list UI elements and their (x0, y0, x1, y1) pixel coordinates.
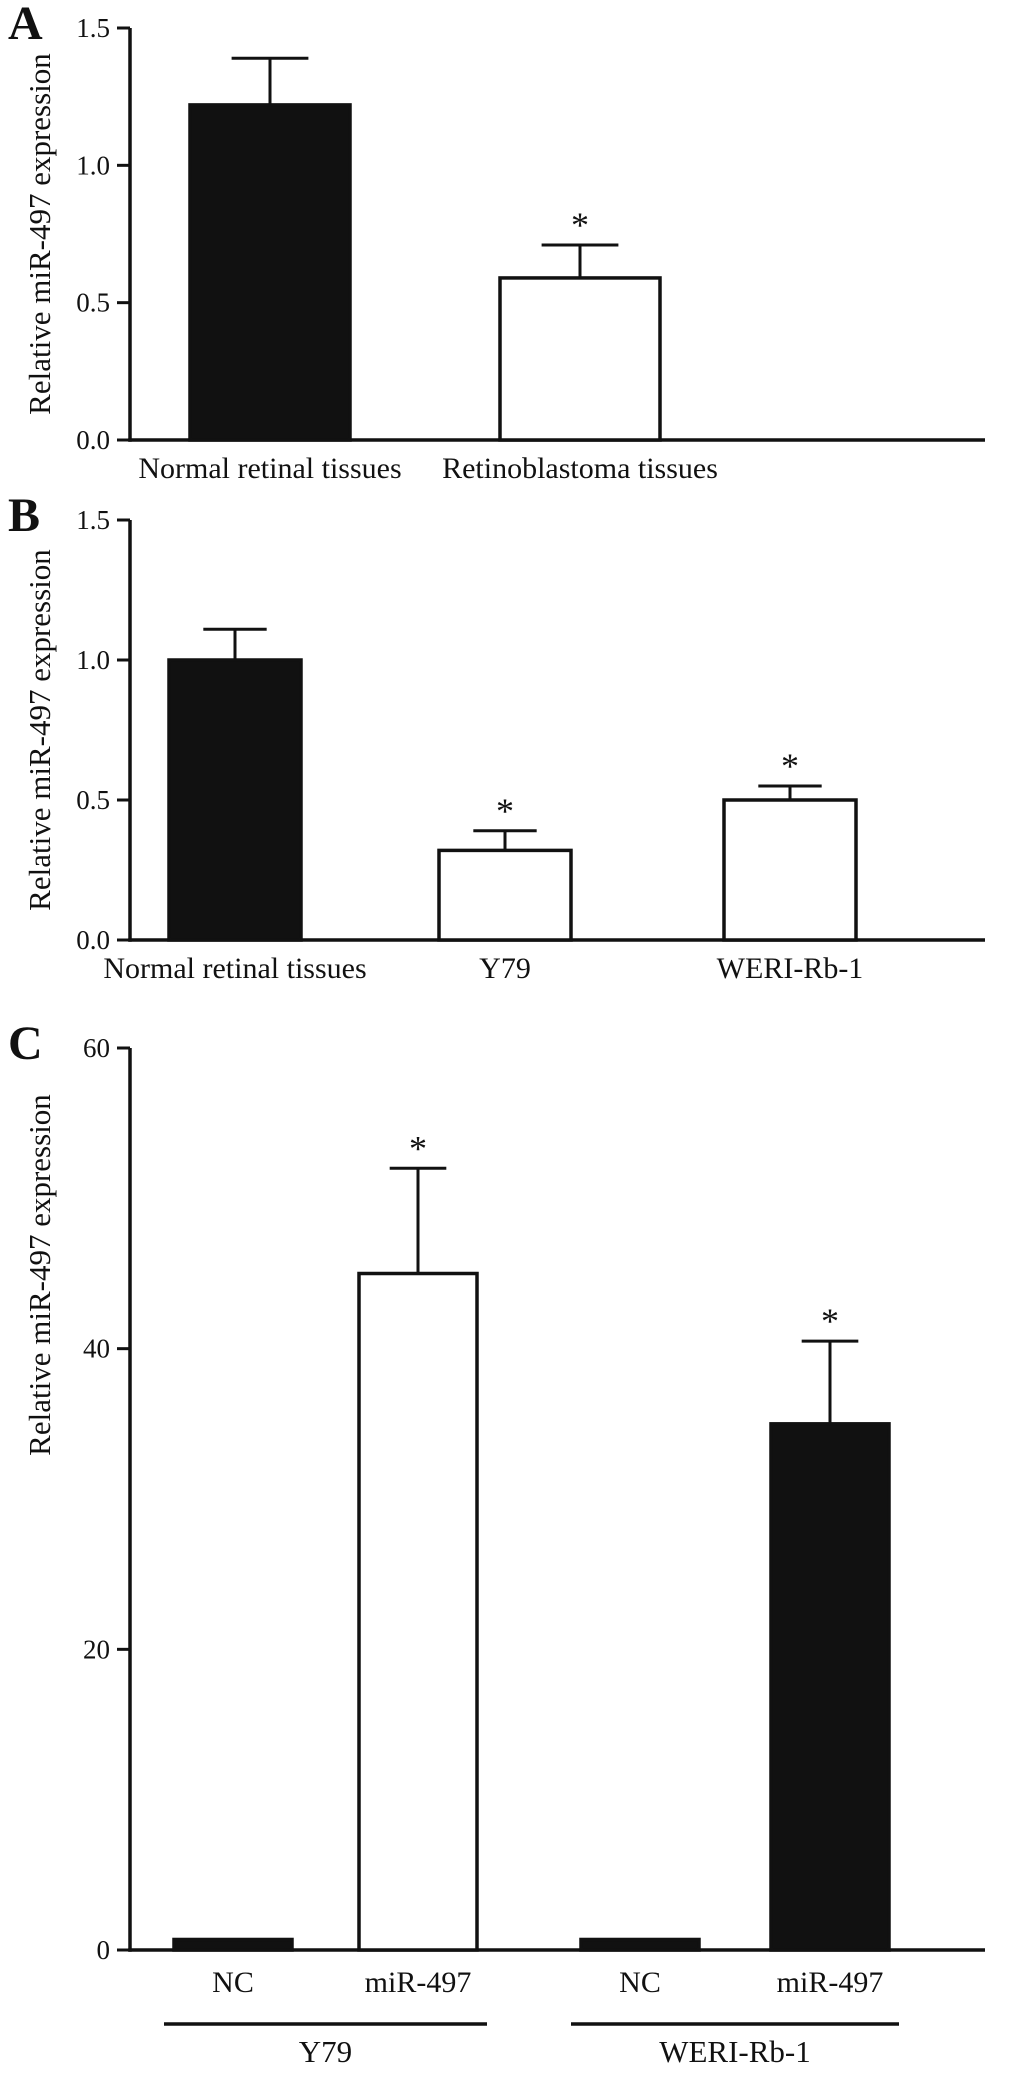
category-label: NC (619, 1966, 661, 1999)
category-label: Normal retinal tissues (103, 952, 366, 985)
bar-mir-497 (769, 1422, 891, 1952)
significance-asterisk: * (496, 791, 514, 831)
category-label: Retinoblastoma tissues (442, 452, 718, 485)
panel-c-yaxis-title: Relative miR-497 expression (22, 1094, 57, 1456)
bar-y79 (437, 848, 573, 942)
y-tick-label: 0.0 (76, 425, 110, 455)
panel-a-chart: 0.0 0.5 1.0 1.5 Normal retinal tissues * Retin… (76, 13, 985, 485)
panel-c-chart: 0 20 40 60 NC * miR-497 NC * miR-497 Y79 WERI-Rb-1 (83, 1033, 985, 2069)
y-tick-label: 0 (97, 1935, 111, 1965)
category-label: NC (212, 1966, 254, 1999)
bar-normal-retinal-tissues (167, 658, 303, 942)
bar-weri-rb-1 (722, 798, 858, 942)
category-label: Y79 (479, 952, 531, 985)
category-label: Normal retinal tissues (138, 452, 401, 485)
y-tick-label: 1.5 (76, 13, 110, 43)
bar-nc (172, 1937, 294, 1952)
significance-asterisk: * (571, 205, 589, 245)
panel-a-letter: A (8, 0, 43, 50)
y-tick-label: 1.0 (76, 645, 110, 675)
significance-asterisk: * (409, 1128, 427, 1168)
bar-normal-retinal-tissues (188, 103, 352, 442)
bar-retinoblastoma-tissues (498, 276, 662, 442)
category-label: miR-497 (365, 1966, 472, 1999)
panel-b-letter: B (8, 489, 41, 542)
category-label: miR-497 (777, 1966, 884, 1999)
significance-asterisk: * (821, 1301, 839, 1341)
panel-c-letter: C (8, 1017, 43, 1070)
panel-b-chart: 0.0 0.5 1.0 1.5 Normal retinal tissues * Y79 * W… (76, 505, 985, 985)
bar-nc (579, 1937, 701, 1952)
y-tick-label: 60 (83, 1033, 110, 1063)
y-tick-label: 1.5 (76, 505, 110, 535)
group-label-y79: Y79 (299, 2034, 352, 2069)
group-label-weri-rb-1: WERI-Rb-1 (659, 2034, 811, 2069)
y-tick-label: 1.0 (76, 150, 110, 180)
y-tick-label: 0.0 (76, 925, 110, 955)
panel-a-yaxis-title: Relative miR-497 expression (22, 53, 57, 415)
significance-asterisk: * (781, 746, 799, 786)
bar-mir-497 (357, 1271, 479, 1952)
y-tick-label: 0.5 (76, 288, 110, 318)
category-label: WERI-Rb-1 (717, 952, 864, 985)
y-tick-label: 20 (83, 1634, 110, 1664)
y-tick-label: 0.5 (76, 785, 110, 815)
y-tick-label: 40 (83, 1334, 110, 1364)
panel-b-yaxis-title: Relative miR-497 expression (22, 549, 57, 911)
